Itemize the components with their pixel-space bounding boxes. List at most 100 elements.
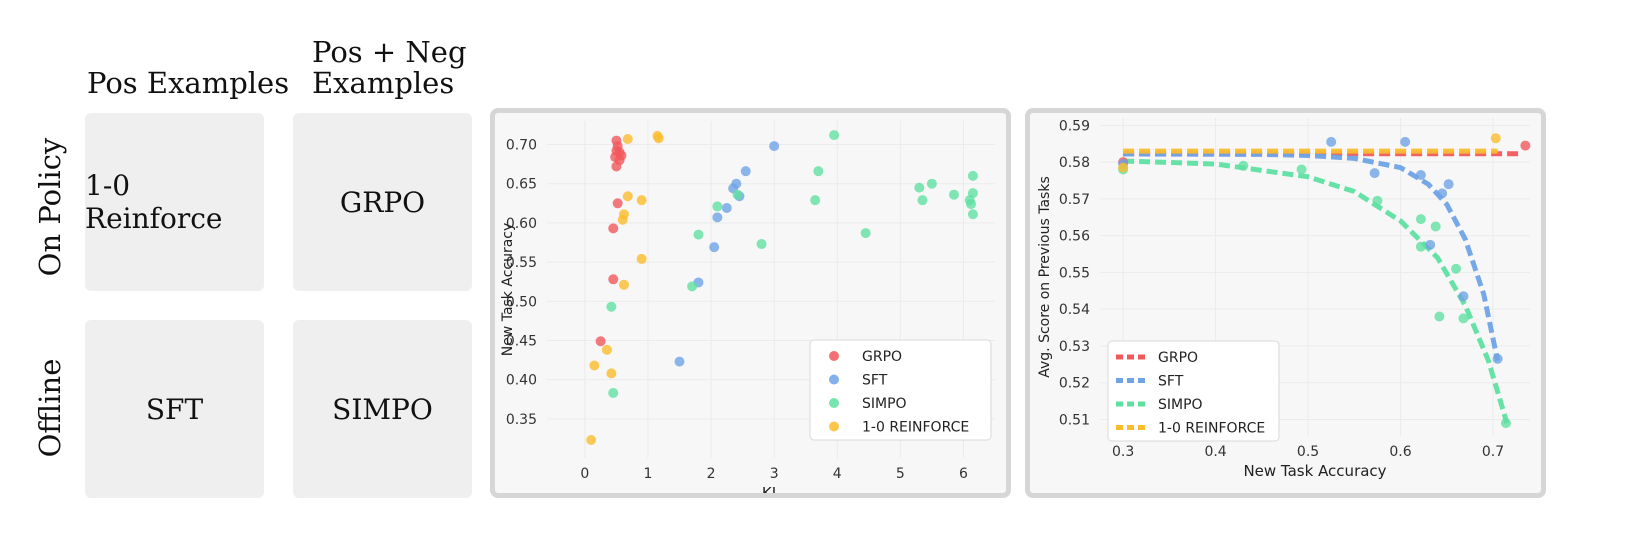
cell-1-0-reinforce: 1-0 Reinforce bbox=[85, 113, 264, 291]
y-tick-label: 0.40 bbox=[506, 373, 537, 389]
legend-label-grpo: GRPO bbox=[862, 349, 902, 365]
y-tick-label: 0.70 bbox=[506, 138, 537, 154]
col-header-pos-neg: Pos + Neg Examples bbox=[312, 35, 467, 100]
point-simpo bbox=[810, 195, 821, 206]
point-simpo bbox=[756, 239, 767, 250]
point-sft bbox=[1369, 168, 1380, 179]
legend-box bbox=[1107, 340, 1280, 442]
point-1-0-reinforce bbox=[1118, 162, 1129, 173]
cell-sft: SFT bbox=[85, 320, 264, 498]
point-simpo bbox=[606, 301, 617, 312]
point-simpo bbox=[1451, 263, 1462, 274]
point-sft bbox=[1425, 239, 1436, 250]
y-tick-label: 0.54 bbox=[1059, 302, 1090, 318]
y-axis-label: New Task Accuracy bbox=[500, 223, 516, 357]
point-1-0-reinforce bbox=[1490, 133, 1501, 144]
y-tick-label: 0.60 bbox=[506, 216, 537, 232]
point-simpo bbox=[860, 228, 871, 239]
point-simpo bbox=[1500, 418, 1511, 429]
legend-label-1-0-reinforce: 1-0 REINFORCE bbox=[1158, 421, 1265, 437]
point-sft bbox=[1443, 179, 1454, 190]
point-simpo bbox=[1430, 221, 1441, 232]
point-simpo bbox=[967, 209, 978, 220]
point-simpo bbox=[829, 130, 840, 141]
point-simpo bbox=[712, 201, 723, 212]
point-grpo bbox=[595, 336, 606, 347]
y-tick-label: 0.55 bbox=[506, 255, 537, 271]
point-simpo bbox=[687, 281, 698, 292]
point-simpo bbox=[967, 170, 978, 181]
legend-swatch-sft bbox=[829, 374, 839, 385]
point-sft bbox=[1326, 136, 1337, 147]
point-simpo bbox=[926, 178, 937, 189]
y-tick-label: 0.51 bbox=[1059, 412, 1090, 428]
point-sft bbox=[1400, 136, 1411, 147]
x-tick-label: 0 bbox=[580, 466, 589, 482]
point-simpo bbox=[732, 189, 743, 200]
forgetting-scatter-chart: 0.51 0.52 0.53 0.54 0.55 0.56 0.57 0.58 0.59 0.3 0… bbox=[1037, 118, 1531, 480]
chart-panel-forgetting: 0.51 0.52 0.53 0.54 0.55 0.56 0.57 0.58 0.59 0.3 0… bbox=[1025, 108, 1546, 498]
point-simpo bbox=[948, 189, 959, 200]
y-tick-label: 0.59 bbox=[1059, 118, 1090, 134]
x-tick-label: 1 bbox=[643, 466, 652, 482]
y-tick-label: 0.56 bbox=[1059, 229, 1090, 245]
y-tick-label: 0.35 bbox=[506, 412, 537, 428]
x-tick-label: 0.5 bbox=[1297, 444, 1319, 460]
legend-label-grpo: GRPO bbox=[1158, 350, 1198, 366]
point-sft bbox=[1415, 169, 1426, 180]
row-header-on-policy: On Policy bbox=[33, 137, 67, 277]
point-grpo bbox=[608, 223, 619, 234]
point-1-0-reinforce bbox=[617, 214, 628, 225]
point-1-0-reinforce bbox=[586, 434, 597, 445]
point-simpo bbox=[1296, 164, 1307, 175]
x-tick-label: 0.4 bbox=[1204, 444, 1226, 460]
y-tick-label: 0.65 bbox=[506, 177, 537, 193]
point-simpo bbox=[1434, 311, 1445, 322]
point-simpo bbox=[1458, 313, 1469, 324]
point-sft bbox=[769, 141, 780, 152]
legend-label-simpo: SIMPO bbox=[862, 396, 907, 412]
point-1-0-reinforce bbox=[653, 133, 664, 144]
point-simpo bbox=[813, 166, 824, 177]
point-grpo bbox=[608, 274, 619, 285]
fit-line-simpo bbox=[1123, 158, 1510, 424]
point-1-0-reinforce bbox=[636, 253, 647, 264]
point-sft bbox=[740, 166, 751, 177]
point-grpo bbox=[611, 161, 622, 172]
point-sft bbox=[1492, 353, 1503, 364]
point-1-0-reinforce bbox=[622, 191, 633, 202]
legend-swatch-1-0-reinforce bbox=[829, 421, 839, 432]
y-tick-label: 0.53 bbox=[1059, 339, 1090, 355]
y-tick-label: 0.58 bbox=[1059, 155, 1090, 171]
point-simpo bbox=[1415, 214, 1426, 225]
point-sft bbox=[721, 202, 732, 213]
legend-label-sft: SFT bbox=[862, 373, 888, 389]
point-1-0-reinforce bbox=[589, 360, 600, 371]
point-simpo bbox=[917, 195, 928, 206]
point-simpo bbox=[914, 182, 925, 193]
legend-swatch-simpo bbox=[829, 398, 839, 408]
y-tick-label: 0.55 bbox=[1059, 265, 1090, 281]
point-sft bbox=[712, 212, 723, 223]
x-tick-label: 4 bbox=[833, 466, 842, 482]
legend-label-1-0-reinforce: 1-0 REINFORCE bbox=[862, 420, 969, 436]
chart-panel-kl: 0.35 0.40 0.45 0.50 0.55 0.60 0.65 0.70 0 1 2 3 4 5 6 K… bbox=[490, 108, 1011, 502]
y-tick-label: 0.57 bbox=[1059, 192, 1090, 208]
y-tick-label: 0.52 bbox=[1059, 376, 1090, 392]
point-1-0-reinforce bbox=[622, 134, 633, 145]
row-header-offline: Offline bbox=[33, 358, 67, 458]
x-axis-label: KL bbox=[762, 484, 781, 493]
x-tick-label: 2 bbox=[707, 466, 716, 482]
point-simpo bbox=[608, 387, 619, 398]
legend-swatch-grpo bbox=[829, 351, 839, 361]
legend-label-sft: SFT bbox=[1158, 374, 1184, 390]
x-tick-label: 0.6 bbox=[1389, 444, 1411, 460]
cell-simpo: SIMPO bbox=[293, 320, 472, 498]
point-simpo bbox=[1415, 241, 1426, 252]
point-simpo bbox=[1372, 195, 1383, 206]
point-sft bbox=[1437, 188, 1448, 199]
point-1-0-reinforce bbox=[606, 368, 617, 379]
kl-scatter-chart: 0.35 0.40 0.45 0.50 0.55 0.60 0.65 0.70 0 1 2 3 4 5 6 K… bbox=[500, 121, 995, 502]
point-simpo bbox=[966, 199, 977, 210]
x-tick-label: 0.7 bbox=[1482, 444, 1504, 460]
